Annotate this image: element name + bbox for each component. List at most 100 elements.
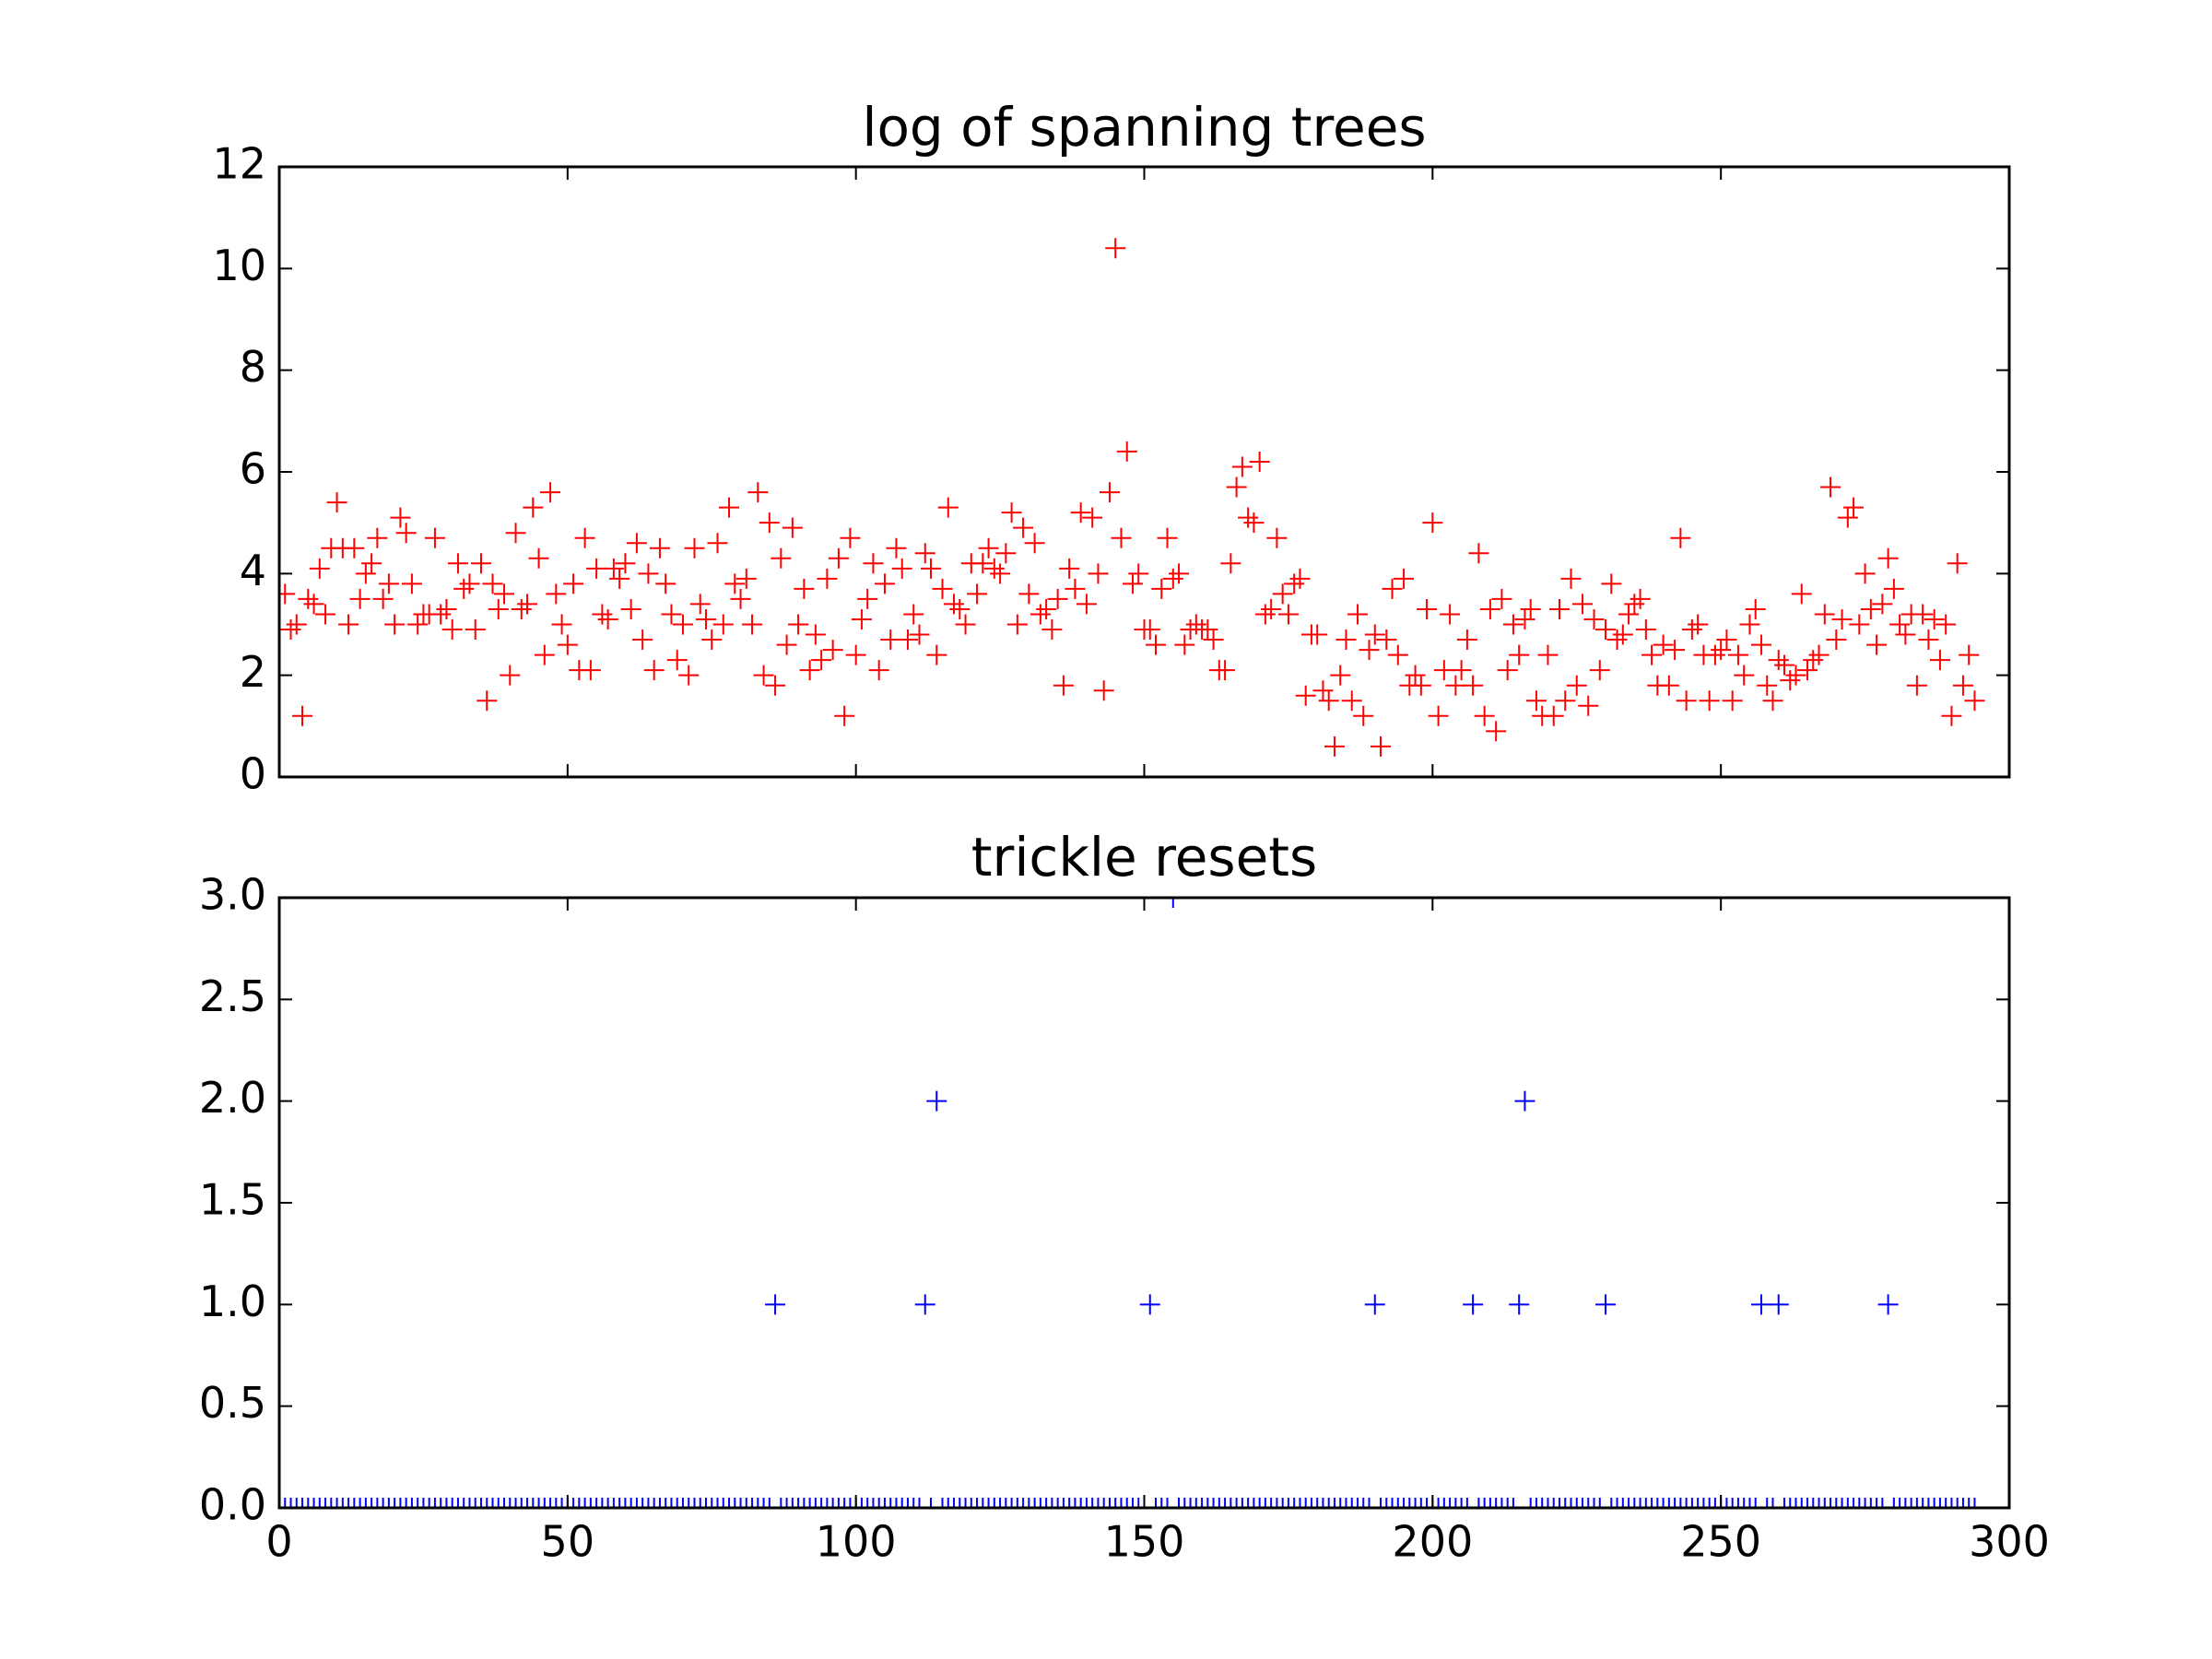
point: [1185, 614, 1206, 635]
point: [574, 1498, 595, 1508]
point: [886, 1498, 907, 1508]
point: [1959, 644, 1980, 665]
point: [615, 553, 636, 574]
y-tick-label: 0: [240, 749, 266, 799]
point: [828, 547, 849, 569]
point: [615, 1498, 636, 1508]
point: [1128, 563, 1149, 584]
point: [298, 1498, 319, 1508]
point: [1093, 680, 1114, 701]
point: [1088, 563, 1109, 584]
point: [863, 1498, 884, 1508]
point: [309, 1498, 330, 1508]
point: [1785, 1498, 1806, 1508]
point: [1284, 1498, 1305, 1508]
point: [292, 705, 313, 726]
point: [1151, 1498, 1172, 1508]
point: [1324, 735, 1345, 757]
point: [730, 1498, 751, 1508]
point: [1047, 1498, 1068, 1508]
point: [321, 1498, 342, 1508]
point: [1174, 634, 1195, 655]
point: [1497, 1498, 1518, 1508]
point: [1266, 1498, 1288, 1508]
point: [845, 644, 866, 665]
point: [1688, 1498, 1709, 1508]
point: [534, 644, 555, 665]
chart-title: log of spanning trees: [862, 96, 1426, 159]
point: [788, 614, 809, 635]
point: [1192, 1498, 1213, 1508]
point: [978, 537, 999, 559]
point: [1618, 1498, 1640, 1508]
point: [1820, 1498, 1841, 1508]
point: [332, 1498, 353, 1508]
point: [1169, 563, 1190, 584]
point: [1307, 1498, 1328, 1508]
point: [1065, 578, 1086, 599]
point: [1238, 507, 1259, 528]
point: [1468, 1498, 1489, 1508]
point: [1548, 1498, 1570, 1508]
point: [805, 1498, 826, 1508]
point: [500, 665, 521, 686]
point: [1001, 1498, 1022, 1508]
point: [1895, 624, 1916, 645]
point: [1548, 598, 1570, 619]
point: [1371, 735, 1392, 757]
point: [1502, 614, 1524, 635]
point: [747, 1498, 769, 1508]
point: [1906, 675, 1927, 696]
point: [1254, 1498, 1276, 1508]
point: [1463, 1294, 1484, 1315]
point: [528, 1498, 549, 1508]
point: [765, 675, 786, 696]
point: [1514, 608, 1535, 629]
point: [465, 619, 486, 641]
point: [1289, 568, 1311, 589]
y-tick-label: 4: [240, 546, 266, 595]
point: [782, 517, 803, 538]
point: [1463, 675, 1484, 696]
plot-area: [279, 898, 1985, 1508]
point: [834, 705, 855, 726]
point: [903, 604, 924, 625]
point: [1070, 1498, 1091, 1508]
point: [1727, 644, 1748, 665]
point: [338, 1498, 359, 1508]
point: [1826, 629, 1847, 651]
point: [1808, 1498, 1830, 1508]
point: [390, 507, 411, 528]
x-tick-label: 50: [541, 1517, 595, 1567]
point: [1053, 675, 1074, 696]
point: [983, 1498, 1005, 1508]
point: [1376, 1498, 1397, 1508]
point: [1762, 1498, 1783, 1508]
point: [712, 614, 734, 635]
point: [1653, 634, 1674, 655]
point: [488, 598, 509, 619]
point: [1537, 644, 1559, 665]
point: [1820, 477, 1841, 498]
point: [1745, 598, 1766, 619]
point: [1624, 1498, 1645, 1508]
point: [747, 482, 769, 503]
point: [1405, 665, 1426, 686]
point: [805, 624, 826, 645]
point: [1254, 604, 1276, 625]
point: [1347, 604, 1368, 625]
point: [1006, 1498, 1028, 1508]
point: [517, 594, 538, 615]
point: [1099, 1498, 1120, 1508]
point: [1918, 1498, 1939, 1508]
point: [292, 1498, 313, 1508]
point: [1405, 1498, 1426, 1508]
point: [983, 558, 1005, 579]
point: [1162, 898, 1183, 908]
point: [1757, 675, 1778, 696]
point: [1912, 604, 1934, 625]
point: [1773, 1498, 1794, 1508]
point: [494, 1498, 515, 1508]
point: [511, 1498, 532, 1508]
point: [1162, 568, 1183, 589]
